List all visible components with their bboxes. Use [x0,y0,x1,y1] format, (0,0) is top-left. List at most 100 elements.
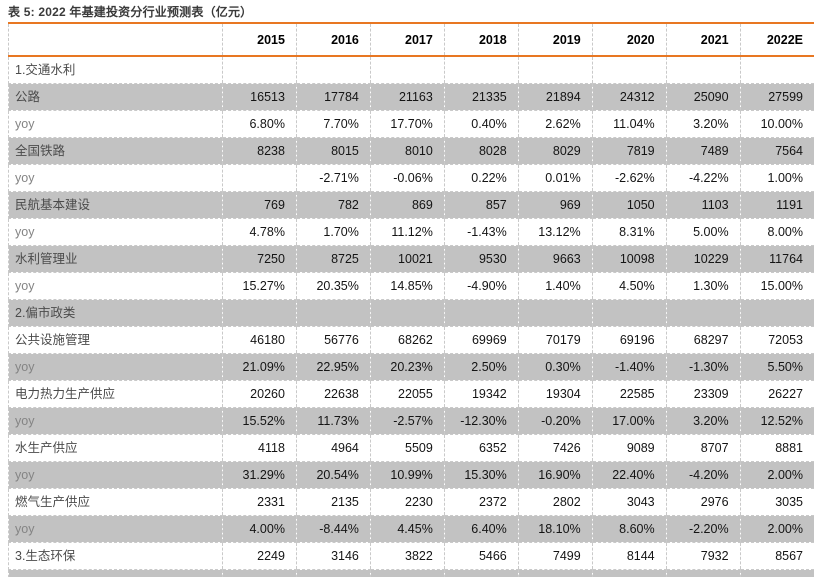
row-label: yoy [8,272,223,300]
cell-value: 2.50% [443,353,519,381]
cell-value: 2.00% [739,515,814,543]
cell-value: 969 [517,191,593,219]
table-row: yoy24.90%39.87%21.52%43.00%37.20%8.60%-2… [8,569,814,577]
year-header-row: 2015 2016 2017 2018 2019 2020 2021 2022E [8,23,814,56]
cell-value: 17784 [295,83,371,111]
row-label: 1.交通水利 [8,56,223,84]
cell-value [443,56,519,84]
cell-value: 22.40% [591,461,667,489]
cell-value: 1.40% [517,272,593,300]
cell-value: 782 [295,191,371,219]
cell-value: 26227 [739,380,814,408]
cell-value: 857 [443,191,519,219]
cell-value [295,56,371,84]
cell-value: 2802 [517,488,593,516]
row-label: 水生产供应 [8,434,223,462]
row-label: 民航基本建设 [8,191,223,219]
table-row: 燃气生产供应 2331 2135 2230 2372 2802 3043 2976 3035 [8,488,814,516]
cell-value: 2230 [369,488,445,516]
cell-value: 3146 [295,542,371,570]
cell-value: 11.73% [295,407,371,435]
cell-value: 7564 [739,137,814,165]
cell-value [591,56,667,84]
cell-value: 22055 [369,380,445,408]
cell-value: 7.70% [295,110,371,138]
cell-value: 14.85% [369,272,445,300]
cell-value: 0.22% [443,164,519,192]
table-row: 水生产供应 4118 4964 5509 6352 7426 9089 8707 8881 [8,434,814,462]
cell-value: 8707 [665,434,741,462]
cell-value: 7250 [222,245,297,273]
cell-value: 0.01% [517,164,593,192]
cell-value [517,299,593,327]
cell-value: 24.90% [222,569,297,577]
table-row: yoy 15.52% 11.73% -2.57% -12.30% -0.20% 17.00%… [8,407,814,435]
row-label: 电力热力生产供应 [8,380,223,408]
cell-value: 2331 [222,488,297,516]
row-label: yoy [8,461,223,489]
cell-value: 3.20% [665,407,741,435]
cell-value: 68262 [369,326,445,354]
cell-value: 16513 [222,83,297,111]
cell-value: 1.70% [295,218,371,246]
cell-value [222,56,297,84]
column-header-2015: 2015 [222,23,297,56]
cell-value: 8015 [295,137,371,165]
cell-value: 21.09% [222,353,297,381]
cell-value: 69969 [443,326,519,354]
cell-value: 22585 [591,380,667,408]
cell-value: 4.00% [222,515,297,543]
cell-value: -2.71% [295,164,371,192]
cell-value: 8029 [517,137,593,165]
cell-value: 31.29% [222,461,297,489]
cell-value: 3.20% [665,110,741,138]
cell-value [517,56,593,84]
cell-value: 19304 [517,380,593,408]
cell-value: 8238 [222,137,297,165]
cell-value: 8144 [591,542,667,570]
cell-value: 5.50% [739,353,814,381]
cell-value: 20260 [222,380,297,408]
cell-value: 16.90% [517,461,593,489]
cell-value: 10229 [665,245,741,273]
cell-value [369,299,445,327]
cell-value: 20.54% [295,461,371,489]
cell-value [369,56,445,84]
cell-value: 46180 [222,326,297,354]
cell-value: 6352 [443,434,519,462]
report-page: 表 5: 2022 年基建投资分行业预测表（亿元） 2015 2016 2017 20… [0,3,814,577]
cell-value: 15.27% [222,272,297,300]
cell-value [222,299,297,327]
cell-value: -4.20% [665,461,741,489]
cell-value: 23309 [665,380,741,408]
table-row: 民航基本建设 769 782 869 857 969 1050 1103 1191 [8,191,814,219]
cell-value: 11.04% [591,110,667,138]
cell-value: 3035 [739,488,814,516]
row-label: 全国铁路 [8,137,223,165]
table-row: yoy 21.09% 22.95% 20.23% 2.50% 0.30% -1.40% -1.… [8,353,814,381]
cell-value: 769 [222,191,297,219]
cell-value: 3043 [591,488,667,516]
cell-value: 2976 [665,488,741,516]
cell-value: -2.62% [591,164,667,192]
table-row: yoy 15.27% 20.35% 14.85% -4.90% 1.40% 4.50% 1.3… [8,272,814,300]
cell-value: 69196 [591,326,667,354]
cell-value: 37.20% [517,569,593,577]
cell-value: 10098 [591,245,667,273]
cell-value: 7489 [665,137,741,165]
cell-value [222,164,297,192]
cell-value: 70179 [517,326,593,354]
row-label: yoy [8,110,223,138]
cell-value: 7499 [517,542,593,570]
forecast-table: 2015 2016 2017 2018 2019 2020 2021 2022E 1.交通水利… [8,22,814,577]
cell-value: 1.00% [739,164,814,192]
cell-value: 0.40% [443,110,519,138]
cell-value: 25090 [665,83,741,111]
cell-value [665,56,741,84]
cell-value [665,299,741,327]
cell-value: 15.30% [443,461,519,489]
cell-value: 11764 [739,245,814,273]
table-row: 水利管理业 7250 8725 10021 9530 9663 10098 10229 1176… [8,245,814,273]
cell-value: 15.52% [222,407,297,435]
table-row: yoy 6.80% 7.70% 17.70% 0.40% 2.62% 11.04% 3.20%… [8,110,814,138]
